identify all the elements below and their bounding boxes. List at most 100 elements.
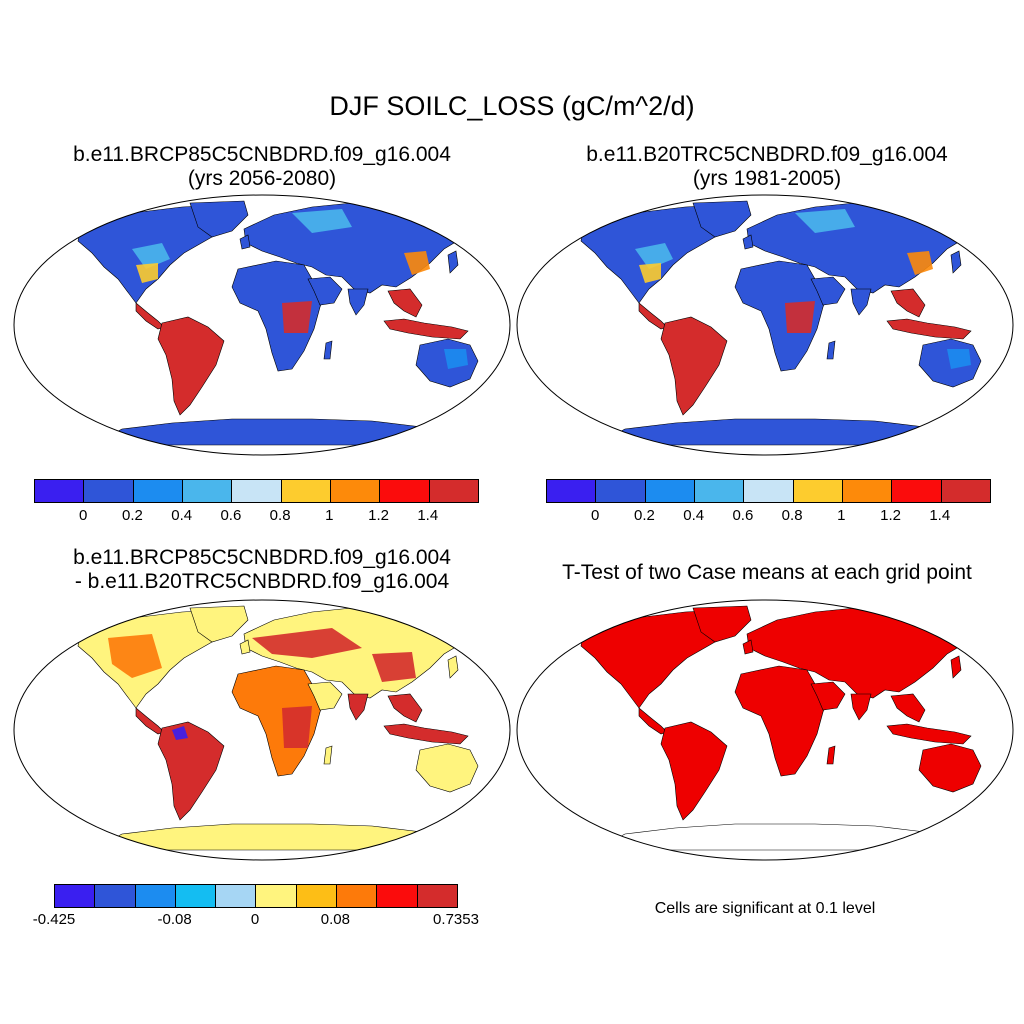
- map-shading-patch: [108, 634, 162, 678]
- continent-arabia: [307, 681, 343, 711]
- colorbar-tick-label: 0.8: [269, 507, 291, 524]
- colorbar-tick-label: 0.6: [220, 507, 242, 524]
- colorbar-difference: [54, 884, 458, 908]
- colorbar-tick-label: 1.2: [368, 507, 389, 524]
- colorbar-box: [281, 480, 331, 502]
- continent-indonesia: [383, 318, 469, 340]
- map-shading-patch: [282, 301, 312, 333]
- colorbar-box: [35, 480, 85, 502]
- map-shading-patch: [785, 301, 815, 333]
- continent-southAmerica: [660, 316, 728, 416]
- map-historical-mean: [516, 194, 1014, 456]
- figure-title: DJF SOILC_LOSS (gC/m^2/d): [329, 91, 695, 121]
- significance-note: Cells are significant at 0.1 level: [654, 900, 876, 917]
- continent-india: [850, 693, 872, 721]
- colorbar-box: [694, 480, 745, 502]
- map-shading-patch: [252, 628, 362, 658]
- colorbar-box: [547, 480, 597, 502]
- continent-madagascar: [826, 745, 836, 765]
- continent-uk: [239, 234, 251, 250]
- colorbar-tick-label: 0: [250, 911, 260, 928]
- colorbar-tick-label: 1.4: [417, 507, 439, 524]
- continent-japan: [447, 250, 459, 274]
- colorbar-tick-label: 1: [325, 507, 334, 524]
- map-rcp85-mean: [13, 194, 511, 456]
- colorbar-tick-label: 1: [837, 507, 846, 524]
- map-border: [13, 599, 511, 861]
- colorbar-box: [55, 885, 96, 907]
- colorbar-box: [133, 480, 183, 502]
- continent-japan: [950, 655, 962, 679]
- map-shading-patch: [372, 652, 416, 682]
- continent-greenland: [692, 200, 752, 238]
- colorbar-box: [744, 480, 794, 502]
- panel-title-bottom-right-line1: T-Test of two Case means at each grid po…: [562, 561, 972, 584]
- map-ttest-significance: [516, 599, 1014, 861]
- continent-greenland: [692, 605, 752, 643]
- continent-india: [347, 693, 369, 721]
- colorbar-box: [417, 885, 457, 907]
- colorbar-box: [232, 480, 282, 502]
- panel-title-top-right: b.e11.B20TRC5CNBDRD.f09_g16.004 (yrs 198…: [527, 143, 1007, 191]
- continent-arabia: [810, 681, 846, 711]
- panel-title-bottom-right: T-Test of two Case means at each grid po…: [527, 561, 1007, 585]
- colorbar-rcp85: [34, 479, 479, 503]
- map-shading-patch: [292, 209, 352, 233]
- continent-africa: [231, 665, 327, 777]
- colorbar-tick-label: -0.425: [32, 911, 76, 928]
- map-border: [516, 194, 1014, 456]
- colorbar-box: [175, 885, 217, 907]
- map-shading-patch: [282, 706, 312, 748]
- colorbar-tick-label: 0.7353: [433, 911, 479, 928]
- colorbar-tick-label: -0.08: [157, 911, 192, 928]
- colorbar-rcp85-labels: 0 0.2 0.4 0.6 0.8 1 1.2 1.4: [34, 508, 477, 526]
- continent-africa: [734, 260, 830, 372]
- map-shading-patch: [444, 349, 468, 369]
- colorbar-tick-label: 0.6: [732, 507, 754, 524]
- colorbar-box: [793, 480, 843, 502]
- panel-title-top-left-line2: (yrs 2056-2080): [187, 167, 337, 190]
- colorbar-box: [645, 480, 695, 502]
- continent-australia: [415, 743, 479, 793]
- colorbar-tick-label: 0.2: [122, 507, 143, 524]
- colorbar-box: [84, 480, 134, 502]
- continent-seAsia: [387, 693, 423, 723]
- continent-greenland: [189, 605, 249, 643]
- colorbar-box: [182, 480, 233, 502]
- continent-africa: [734, 665, 830, 777]
- continent-seAsia: [890, 288, 926, 318]
- continent-india: [347, 288, 369, 316]
- colorbar-box: [596, 480, 646, 502]
- panel-title-top-left: b.e11.BRCP85C5CNBDRD.f09_g16.004 (yrs 20…: [22, 143, 502, 191]
- map-shading-patch: [132, 243, 170, 269]
- continent-southAmerica: [660, 721, 728, 821]
- colorbar-tick-label: 0: [79, 507, 88, 524]
- panel-title-bottom-left-line1: b.e11.BRCP85C5CNBDRD.f09_g16.004: [73, 546, 451, 569]
- colorbar-box: [892, 480, 942, 502]
- map-shading-patch: [639, 263, 661, 283]
- continent-greenland: [189, 200, 249, 238]
- colorbar-difference-labels: -0.425 -0.08 0 0.08 0.7353: [33, 911, 479, 930]
- continent-madagascar: [826, 340, 836, 360]
- continent-arabia: [810, 276, 846, 306]
- colorbar-tick-label: 1.2: [880, 507, 901, 524]
- continent-japan: [447, 655, 459, 679]
- panel-title-bottom-left-line2: - b.e11.B20TRC5CNBDRD.f09_g16.004: [74, 570, 450, 593]
- colorbar-tick-label: 0.8: [781, 507, 803, 524]
- continent-uk: [742, 639, 754, 655]
- continent-uk: [742, 234, 754, 250]
- colorbar-box: [216, 885, 257, 907]
- colorbar-box: [380, 480, 430, 502]
- colorbar-tick-label: 0.4: [683, 507, 705, 524]
- continent-madagascar: [323, 745, 333, 765]
- colorbar-tick-label: 0.08: [320, 911, 350, 928]
- continent-seAsia: [387, 288, 423, 318]
- continent-indonesia: [886, 318, 972, 340]
- continent-arabia: [307, 276, 343, 306]
- map-border: [13, 194, 511, 456]
- colorbar-tick-label: 0: [591, 507, 600, 524]
- continent-africa: [231, 260, 327, 372]
- panel-title-bottom-left: b.e11.BRCP85C5CNBDRD.f09_g16.004 - b.e11…: [22, 546, 502, 594]
- colorbar-box: [256, 885, 297, 907]
- map-shading-patch: [635, 243, 673, 269]
